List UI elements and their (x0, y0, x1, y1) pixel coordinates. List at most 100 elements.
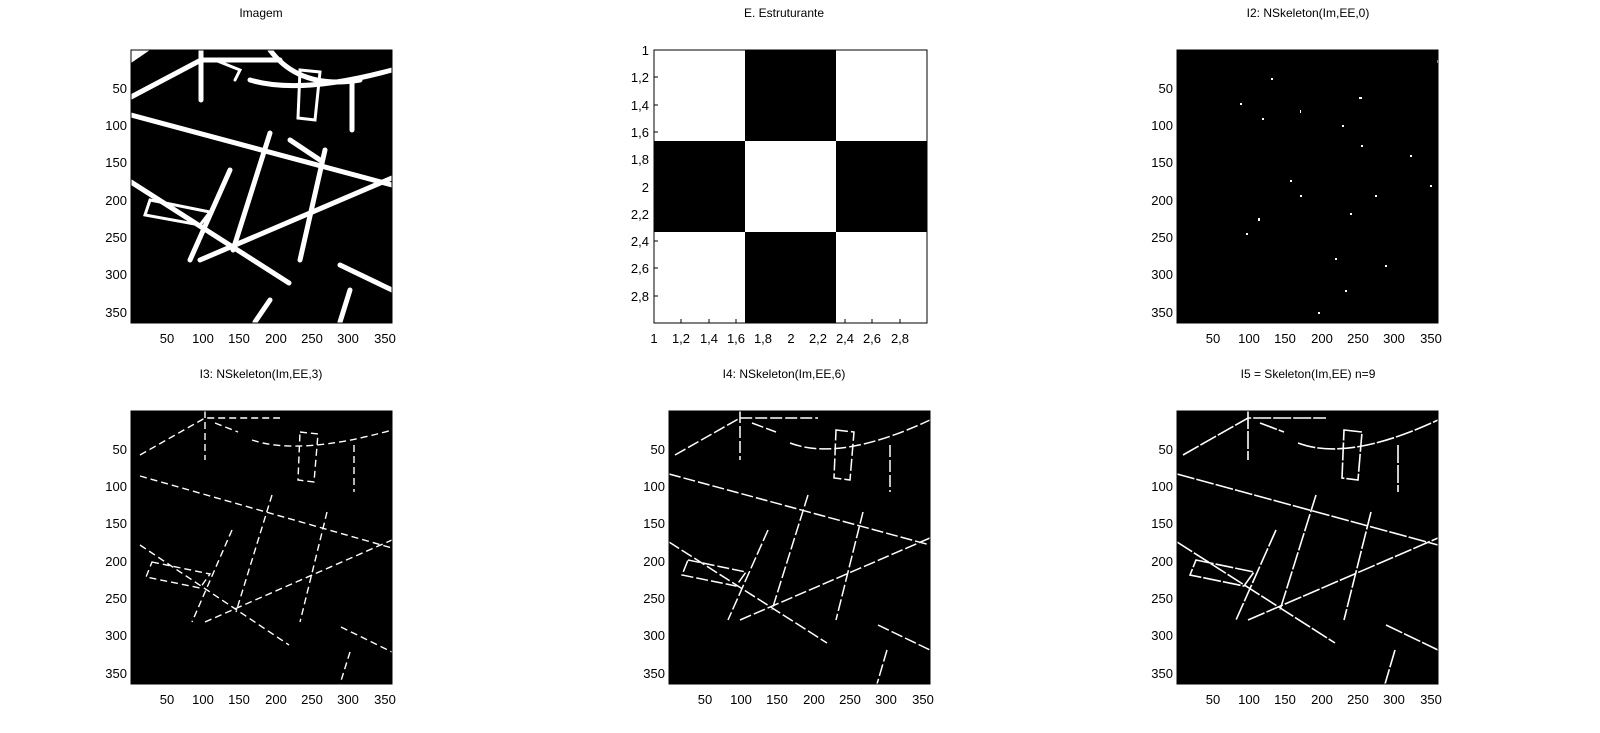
y-tick-label: 1 (642, 43, 649, 58)
x-tick-label: 350 (912, 692, 934, 707)
skeleton-image-thin (131, 411, 393, 685)
x-tick-label: 350 (374, 331, 396, 346)
x-tick-label: 50 (160, 331, 174, 346)
x-tick-label: 2 (787, 331, 794, 346)
x-tick-label: 2,8 (891, 331, 909, 346)
y-tick-label: 350 (1151, 305, 1173, 320)
panel-i3: I3: NSkeleton(Im,EE,3) (105, 367, 396, 707)
y-tick-label: 200 (1151, 193, 1173, 208)
x-tick-label: 100 (1238, 331, 1260, 346)
x-tick-label: 1,6 (727, 331, 745, 346)
y-tick-labels: 50 100 150 200 250 300 350 (1151, 81, 1173, 320)
x-tick-label: 150 (228, 692, 250, 707)
y-tick-label: 350 (105, 666, 127, 681)
checker-cell (745, 232, 836, 323)
panel-imagem: Imagem (105, 6, 396, 346)
x-tick-label: 100 (192, 331, 214, 346)
image-background (131, 411, 392, 684)
x-tick-label: 250 (301, 692, 323, 707)
checker-cell (836, 232, 927, 323)
image-background (1177, 411, 1438, 684)
y-tick-label: 150 (1151, 155, 1173, 170)
y-tick-label: 2,8 (631, 289, 649, 304)
y-tick-label: 2,2 (631, 207, 649, 222)
y-tick-label: 1,6 (631, 125, 649, 140)
y-tick-label: 50 (1159, 442, 1173, 457)
y-tick-label: 150 (105, 516, 127, 531)
y-tick-label: 1,4 (631, 98, 649, 113)
axes-frame (1176, 49, 1439, 324)
y-tick-label: 150 (643, 516, 665, 531)
x-tick-label: 350 (1420, 331, 1442, 346)
panel-i4: I4: NSkeleton(Im,EE,6) (643, 367, 934, 707)
panel-i5: I5 = Skeleton(Im,EE) n=9 (1151, 367, 1442, 707)
x-tick-label: 1,8 (754, 331, 772, 346)
x-tick-label: 150 (1274, 692, 1296, 707)
x-tick-label: 150 (766, 692, 788, 707)
x-tick-label: 100 (192, 692, 214, 707)
checker-cell (654, 50, 745, 141)
checker-cell (745, 141, 836, 232)
y-tick-label: 50 (113, 81, 127, 96)
y-tick-labels: 50 100 150 200 250 300 350 (1151, 442, 1173, 681)
x-tick-label: 100 (1238, 692, 1260, 707)
road-image (128, 47, 395, 325)
x-tick-labels: 50 100 150 200 250 300 350 (1206, 331, 1442, 346)
x-tick-label: 200 (803, 692, 825, 707)
y-tick-label: 250 (105, 230, 127, 245)
y-tick-label: 250 (1151, 591, 1173, 606)
x-tick-label: 50 (1206, 331, 1220, 346)
checker-cell (836, 141, 927, 232)
y-tick-label: 150 (105, 155, 127, 170)
x-tick-labels: 50 100 150 200 250 300 350 (698, 692, 934, 707)
x-tick-label: 2,2 (809, 331, 827, 346)
panel-title: I5 = Skeleton(Im,EE) n=9 (1241, 367, 1376, 381)
x-tick-label: 150 (1274, 331, 1296, 346)
axes-frame (130, 49, 393, 324)
x-tick-label: 250 (301, 331, 323, 346)
x-tick-label: 300 (337, 331, 359, 346)
x-tick-label: 150 (228, 331, 250, 346)
y-tick-label: 250 (643, 591, 665, 606)
x-tick-label: 1 (650, 331, 657, 346)
x-tick-label: 100 (730, 692, 752, 707)
y-tick-label: 350 (1151, 666, 1173, 681)
y-tick-label: 300 (1151, 267, 1173, 282)
y-tick-label: 50 (113, 442, 127, 457)
panel-i2: I2: NSkeleton(Im,EE,0) (1151, 6, 1442, 346)
x-tick-label: 2,6 (863, 331, 881, 346)
y-tick-label: 2,4 (631, 234, 649, 249)
y-tick-label: 250 (105, 591, 127, 606)
y-tick-label: 2,6 (631, 261, 649, 276)
checker-cell (654, 141, 745, 232)
checker-cell (745, 50, 836, 141)
x-tick-label: 50 (1206, 692, 1220, 707)
x-tick-label: 1,2 (672, 331, 690, 346)
y-tick-label: 300 (105, 267, 127, 282)
panel-title: Imagem (239, 6, 282, 20)
y-tick-label: 300 (1151, 628, 1173, 643)
x-tick-label: 2,4 (836, 331, 854, 346)
x-tick-label: 200 (265, 331, 287, 346)
x-tick-label: 200 (1311, 692, 1333, 707)
x-tick-label: 200 (1311, 331, 1333, 346)
checker-cell (836, 50, 927, 141)
x-tick-labels: 1 1,2 1,4 1,6 1,8 2 2,2 2,4 2,6 2,8 (650, 331, 909, 346)
y-tick-label: 1,2 (631, 70, 649, 85)
panel-title: I4: NSkeleton(Im,EE,6) (723, 367, 846, 381)
y-tick-label: 200 (1151, 554, 1173, 569)
axes-frame (1176, 410, 1439, 685)
y-tick-label: 350 (643, 666, 665, 681)
x-tick-label: 300 (1383, 692, 1405, 707)
image-background (1177, 50, 1438, 323)
x-tick-label: 350 (374, 692, 396, 707)
image-background (131, 50, 392, 323)
checker-cell (654, 232, 745, 323)
y-tick-label: 350 (105, 305, 127, 320)
x-tick-labels: 50 100 150 200 250 300 350 (160, 692, 396, 707)
skeleton-image-full (1176, 411, 1439, 685)
y-tick-label: 50 (1159, 81, 1173, 96)
y-tick-labels: 1 1,2 1,4 1,6 1,8 2 2,2 2,4 2,6 2,8 (631, 43, 649, 304)
x-tick-label: 300 (875, 692, 897, 707)
y-tick-label: 100 (1151, 118, 1173, 133)
